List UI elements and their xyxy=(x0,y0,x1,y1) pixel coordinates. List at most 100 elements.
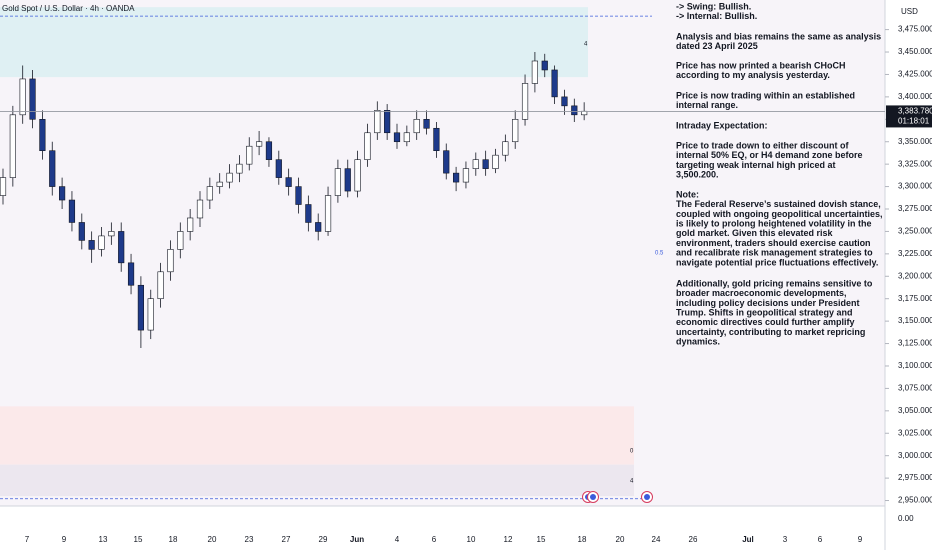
zone xyxy=(0,464,634,497)
note-line: -> Internal: Bullish. xyxy=(676,11,757,21)
candle-body xyxy=(374,110,381,134)
candle-body xyxy=(521,83,529,120)
y-tick-label: 3,300.000 xyxy=(898,182,932,191)
candle-body xyxy=(78,222,85,241)
candle-body xyxy=(9,114,16,178)
candle-body xyxy=(255,141,263,147)
note-line: broader macroeconomic developments, xyxy=(676,288,847,298)
candle-body xyxy=(88,240,95,250)
candle-body xyxy=(187,217,194,232)
x-tick-label: 20 xyxy=(616,535,625,544)
candle-body xyxy=(29,78,36,120)
candle-body xyxy=(364,132,371,160)
candle-body xyxy=(433,127,440,151)
y-tick-label: 3,050.000 xyxy=(898,406,932,415)
note-line: internal 50% EQ, or H4 demand zone befor… xyxy=(676,150,863,160)
x-tick-label: 7 xyxy=(25,535,30,544)
candle-body xyxy=(68,199,76,223)
note-line: according to my analysis yesterday. xyxy=(676,70,830,80)
x-tick-label: 15 xyxy=(537,535,546,544)
y-tick-label: 3,075.000 xyxy=(898,384,932,393)
note-line: Note: xyxy=(676,189,699,199)
last-price-box xyxy=(886,105,932,128)
x-tick-label: 10 xyxy=(467,535,476,544)
last-price-label: 3,383.780 xyxy=(898,107,932,116)
candle-body xyxy=(226,172,233,183)
x-tick-label: 27 xyxy=(282,535,291,544)
y-tick-label: 3,325.000 xyxy=(898,159,932,168)
x-tick-label: 6 xyxy=(432,535,437,544)
candle-body xyxy=(196,199,204,219)
note-line: targeting weak internal high priced at xyxy=(676,160,836,170)
x-tick-label: 9 xyxy=(858,535,863,544)
note-line: and recalibrate risk management strategi… xyxy=(676,248,873,258)
candle-body xyxy=(167,249,174,273)
candle-body xyxy=(216,181,223,187)
note-line: navigate potential price fluctuations ef… xyxy=(676,257,878,267)
chart-title: Gold Spot / U.S. Dollar · 4h · OANDA xyxy=(2,4,135,13)
note-line: Price to trade down to either discount o… xyxy=(676,140,850,150)
x-tick-label: 24 xyxy=(652,535,661,544)
candle-body xyxy=(344,168,351,192)
note-line: -> Swing: Bullish. xyxy=(676,1,751,11)
note-line: environment, traders should exercise cau… xyxy=(676,238,871,248)
note-line: Additionally, gold pricing remains sensi… xyxy=(676,278,873,288)
zone xyxy=(0,7,588,78)
x-tick-label: 9 xyxy=(62,535,67,544)
x-tick-label: 13 xyxy=(99,535,108,544)
candle-body xyxy=(39,119,46,151)
note-line: dynamics. xyxy=(676,337,720,347)
candle-body xyxy=(403,132,410,143)
candle-body xyxy=(275,159,282,178)
x-tick-label: Jun xyxy=(350,535,364,544)
candle-body xyxy=(305,204,312,223)
extra-axis-label: 0.00 xyxy=(898,514,914,523)
zone-label: 4 xyxy=(584,42,588,48)
candle-body xyxy=(324,195,332,232)
axis-unit: USD xyxy=(901,7,918,16)
y-tick-label: 3,425.000 xyxy=(898,70,932,79)
event-icon-inner xyxy=(644,494,650,500)
zone-label: 0.5 xyxy=(655,251,664,257)
zones xyxy=(0,7,652,500)
candle-body xyxy=(384,110,391,134)
x-tick-label: 18 xyxy=(578,535,587,544)
x-tick-label: 26 xyxy=(689,535,698,544)
candles xyxy=(0,52,588,349)
note-line: gold market. Given this elevated risk xyxy=(676,228,834,238)
x-tick-label: 3 xyxy=(783,535,788,544)
y-tick-label: 3,125.000 xyxy=(898,339,932,348)
y-tick-label: 3,175.000 xyxy=(898,294,932,303)
note-line: The Federal Reserve’s sustained dovish s… xyxy=(676,199,881,209)
candle-body xyxy=(413,119,420,134)
candle-body xyxy=(561,96,568,107)
candle-body xyxy=(147,298,154,331)
candle-body xyxy=(452,172,460,183)
candle-body xyxy=(482,159,489,169)
x-tick-label: 6 xyxy=(818,535,823,544)
y-tick-label: 3,100.000 xyxy=(898,361,932,370)
x-tick-label: 18 xyxy=(169,535,178,544)
note-line: Analysis and bias remains the same as an… xyxy=(676,31,881,41)
note-line: dated 23 April 2025 xyxy=(676,41,758,51)
candle-body xyxy=(492,154,499,169)
note-line: including policy decisions under Preside… xyxy=(676,298,860,308)
candle-body xyxy=(334,168,342,196)
candle-body xyxy=(502,141,509,156)
y-tick-label: 3,400.000 xyxy=(898,92,932,101)
note-line: Price is now trading within an establish… xyxy=(676,90,855,100)
candle-body xyxy=(137,284,145,331)
candle-body xyxy=(118,231,125,264)
y-tick-label: 3,025.000 xyxy=(898,428,932,437)
x-tick-label: 12 xyxy=(504,535,513,544)
candle-body xyxy=(177,231,184,250)
candle-body xyxy=(315,222,322,232)
y-tick-label: 3,225.000 xyxy=(898,249,932,258)
x-tick-label: Jul xyxy=(742,535,754,544)
y-tick-label: 3,200.000 xyxy=(898,271,932,280)
candle-body xyxy=(472,159,479,169)
y-tick-label: 3,150.000 xyxy=(898,316,932,325)
y-tick-label: 3,350.000 xyxy=(898,137,932,146)
countdown-label: 01:18:01 xyxy=(898,117,930,126)
candle-body xyxy=(462,168,470,183)
